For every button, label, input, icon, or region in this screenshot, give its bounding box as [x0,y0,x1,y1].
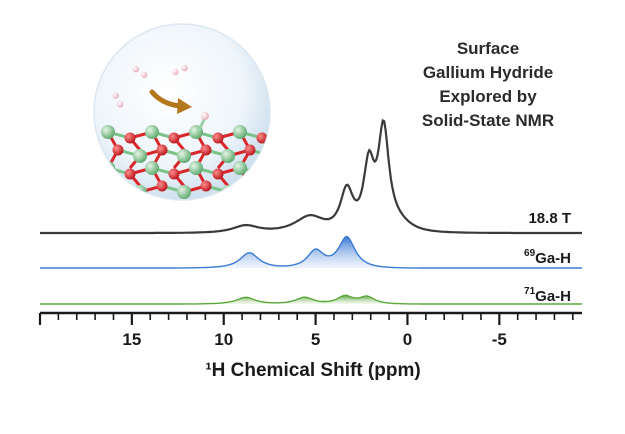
surface-hydrogen-atom [201,112,209,120]
title-line-4: Solid-State NMR [422,111,554,130]
tick-label: 0 [403,330,412,349]
surface-hydride-sphere-icon [93,23,271,201]
gallium-atom [265,185,270,199]
hydrogen-atom [140,71,148,79]
gallium-atom [101,161,115,175]
hydrogen-molecules [112,64,188,108]
gallium-atom [145,125,159,139]
series-line-2 [40,294,582,305]
series-label-71Ga-H: 71Ga-H [524,286,571,305]
series-area-1 [40,236,582,268]
title-line-3: Explored by [439,87,537,106]
oxygen-atom [212,168,224,180]
gallium-atom [233,125,247,139]
hydrogen-atom [132,65,140,73]
hydrogen-atom [117,101,124,108]
oxygen-atom [156,180,168,192]
oxygen-atom [168,168,180,180]
oxygen-atom [244,180,256,192]
adsorption-arrow-icon [149,89,183,109]
oxygen-atom [256,132,268,144]
series-label-71-superscript: 71 [524,286,536,297]
series-area-2 [40,295,582,304]
oxygen-atom [256,168,268,180]
oxygen-atom [168,132,180,144]
figure-title: Surface Gallium Hydride Explored by Soli… [422,39,554,130]
bond [249,184,270,194]
bond [260,155,270,169]
oxygen-atom [200,180,212,192]
gallium-atom [177,149,191,163]
oxygen-atom [112,144,124,156]
series-label-69-base: Ga-H [535,250,571,267]
tick-label: 10 [214,330,233,349]
oxygen-atom [124,132,136,144]
oxygen-atom [212,132,224,144]
tick-label: 5 [311,330,320,349]
x-axis-tick-labels: 15 10 5 0 -5 [122,330,506,349]
series-label-18.8T: 18.8 T [528,210,571,227]
gallium-atom [233,161,247,175]
series-label-71-base: Ga-H [535,288,571,305]
gallium-atom [189,161,203,175]
title-line-2: Gallium Hydride [423,63,553,82]
hydrogen-atom [172,68,179,76]
title-line-1: Surface [457,39,519,58]
oxygen-atom [156,144,168,156]
x-axis-title: ¹H Chemical Shift (ppm) [205,360,420,381]
gallium-atom [221,149,235,163]
spectra [40,118,582,305]
arrow-head-icon [177,98,192,114]
bond [227,184,251,194]
oxygen-atom [200,144,212,156]
bond [260,173,270,187]
oxygen-atom [112,180,124,192]
series-label-69-superscript: 69 [524,248,536,259]
gallium-atom [133,149,147,163]
oxygen-atom [244,144,256,156]
hydrogen-atom [181,64,188,72]
hydrogen-atom [112,92,119,99]
gallium-atom [101,125,115,139]
gallium-atom [145,161,159,175]
x-axis-ticks [38,313,574,325]
series-label-69Ga-H: 69Ga-H [524,248,571,267]
series-line-1 [40,235,582,269]
oxygen-atom [124,168,136,180]
tick-label: 15 [122,330,141,349]
gallium-atom [177,185,191,199]
gallium-atom [265,149,270,163]
tick-label: -5 [492,330,507,349]
series-line-0 [40,118,582,235]
bond [196,117,207,133]
x-axis: 15 10 5 0 -5 [38,311,582,349]
